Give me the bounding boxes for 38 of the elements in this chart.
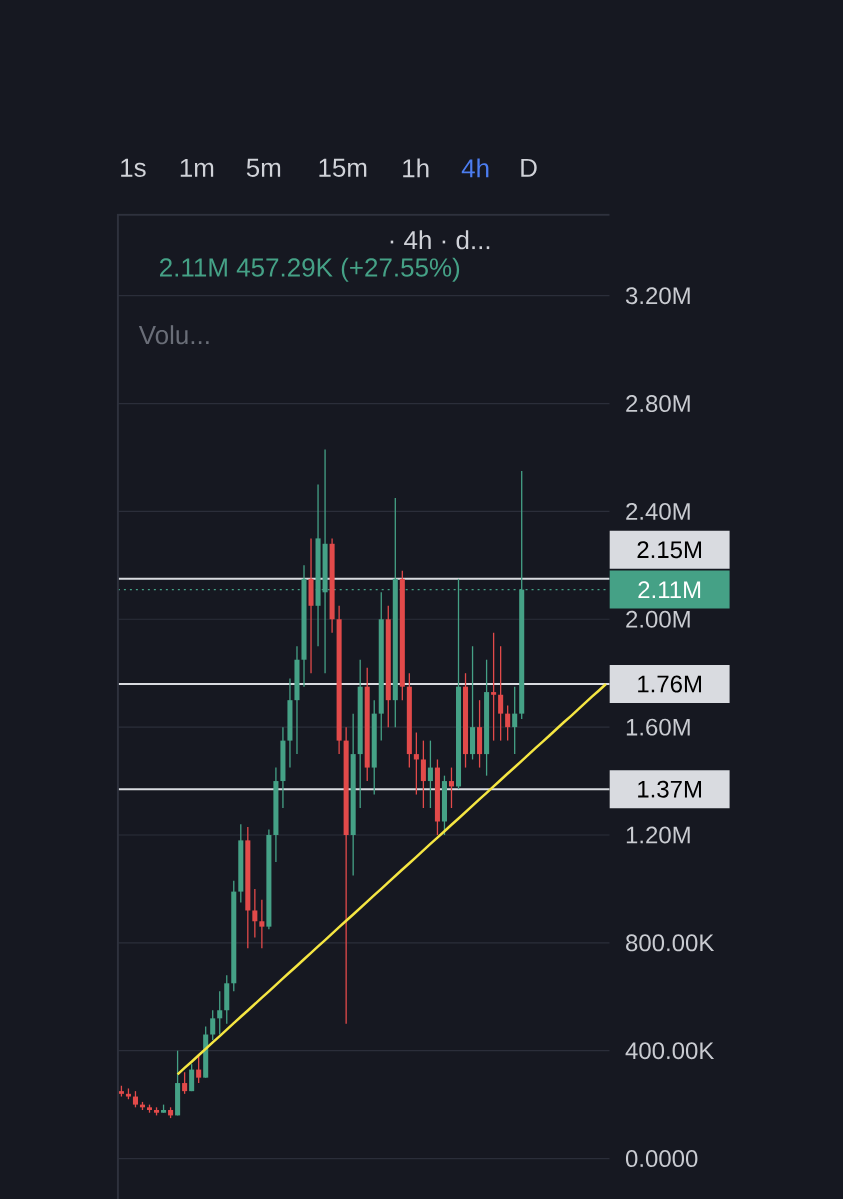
y-tick-label: 0.0000	[625, 1150, 698, 1168]
y-tick-label: 1.60M	[626, 718, 690, 736]
y-tick-label: 400.00K	[625, 1042, 714, 1060]
candlestick	[195, 1055, 202, 1084]
candlestick	[448, 766, 454, 809]
candlestick	[490, 632, 497, 742]
candlestick	[259, 899, 265, 949]
text: D	[521, 158, 537, 177]
text: 15m	[319, 158, 367, 177]
text: 1s	[121, 158, 146, 177]
ref-line-label: 2.15M	[637, 541, 701, 559]
y-tick-label: 2.40M	[626, 502, 690, 520]
annotation: 2.11M 457.29K (+27.55%)	[159, 257, 459, 282]
y-tick-label: 3.20M	[625, 287, 690, 305]
candlestick	[413, 731, 419, 796]
candlestick	[252, 888, 258, 939]
candlestick	[217, 990, 223, 1036]
y-tick-label: 2.00M	[626, 610, 690, 628]
y-tick-label: 800.00K	[625, 934, 714, 952]
candlestick	[497, 645, 504, 742]
y-tick-label: 2.80M	[626, 395, 690, 413]
candlestick	[188, 1063, 195, 1092]
candlestick	[210, 1009, 216, 1041]
ref-line-label: 1.37M	[638, 780, 701, 798]
text: 1h	[403, 158, 429, 178]
candlestick	[427, 739, 433, 809]
ref-line-label: 1.76M	[638, 675, 701, 693]
text: 5m	[246, 158, 280, 177]
text: 4h	[461, 158, 489, 178]
candlestick	[512, 686, 518, 755]
annotation: · 4h · d...	[390, 230, 490, 250]
candlestick	[420, 739, 426, 809]
text: 1m	[180, 158, 214, 177]
candlestick	[181, 1071, 187, 1095]
annotation: Volu...	[138, 325, 209, 345]
ref-line-label: 2.11M	[638, 581, 700, 598]
y-tick-label: 1.20M	[626, 826, 690, 844]
candlestick	[504, 704, 511, 742]
